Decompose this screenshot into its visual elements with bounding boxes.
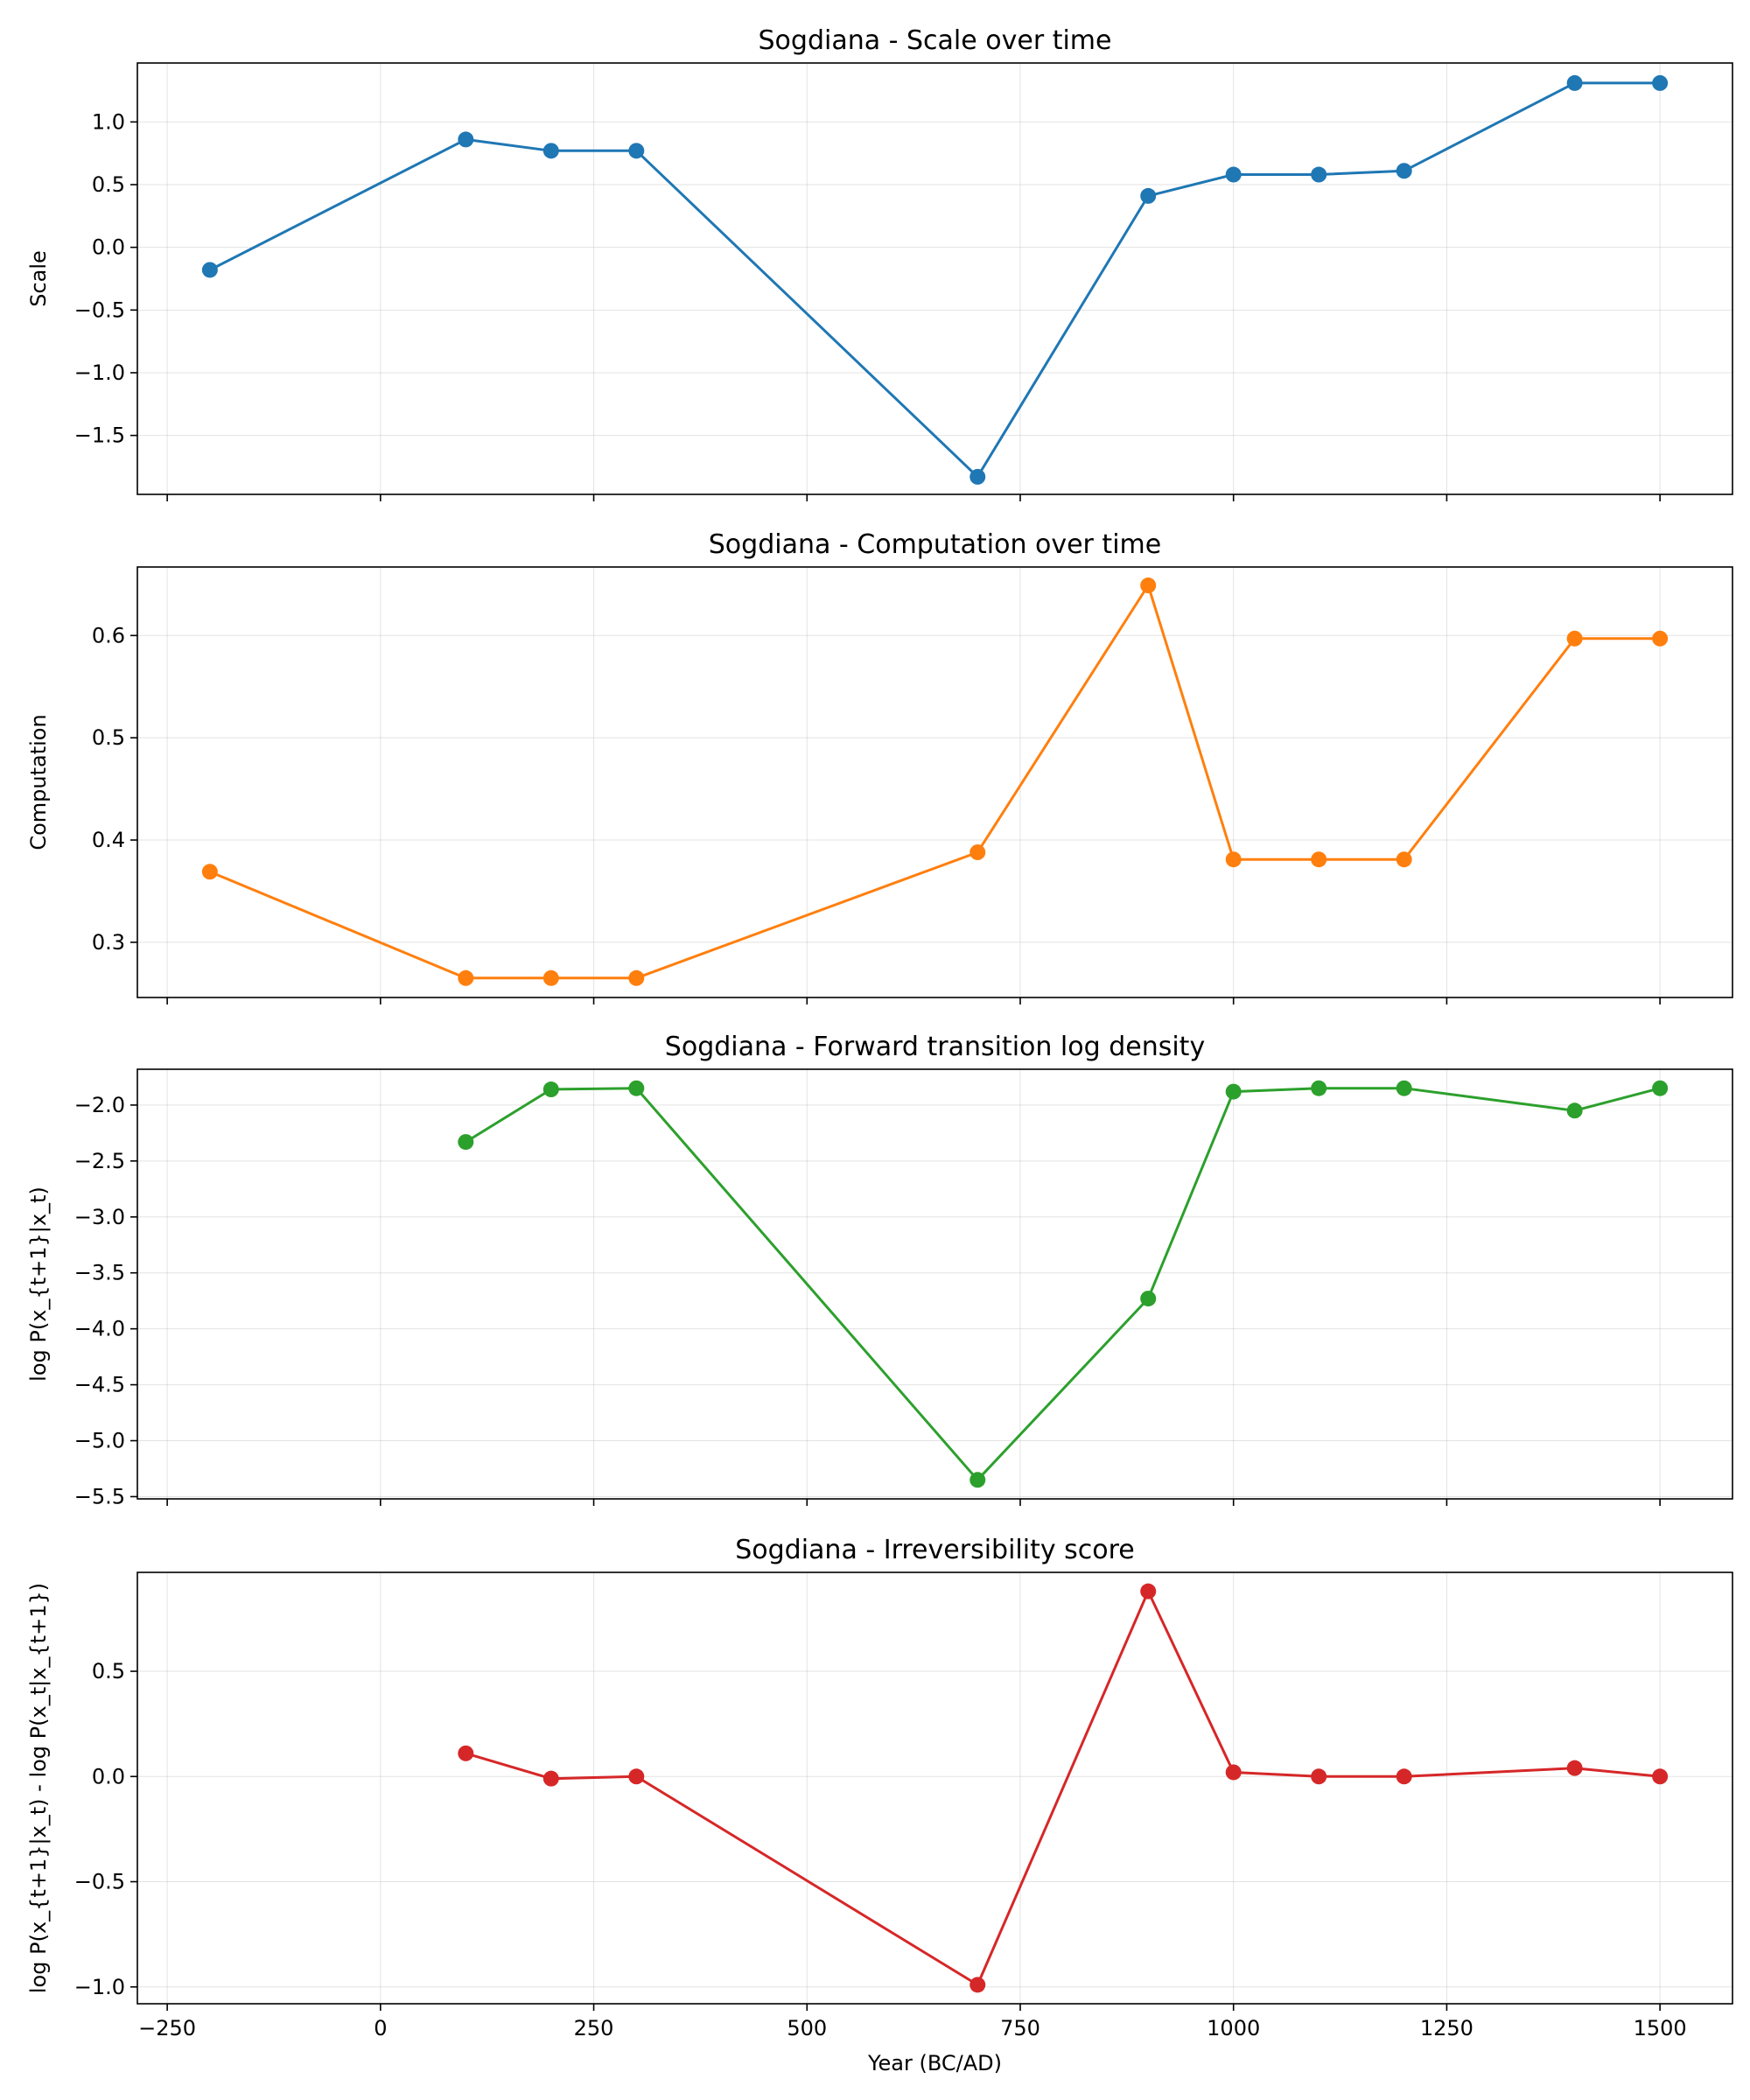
data-point [1140,187,1157,204]
data-point [1396,851,1412,868]
y-tick-label: −0.5 [74,298,125,322]
data-point [542,970,559,986]
data-point [1652,1080,1669,1096]
plot-frame [136,1068,1733,1500]
y-axis-label: log P(x_{t+1}|x_t) - log P(x_t|x_{t+1}) [26,1583,51,1993]
y-tick-label: −5.5 [74,1484,125,1508]
data-point [1311,851,1327,868]
data-point [1396,1768,1412,1785]
y-tick-label: 0.4 [92,828,125,852]
y-tick-label: −1.0 [74,1975,125,1999]
data-point [628,1768,645,1785]
y-tick-label: −0.5 [74,1870,125,1894]
plot-frame [136,566,1733,998]
y-tick-label: −3.0 [74,1205,125,1229]
y-tick-label: 0.3 [92,930,125,955]
data-point [1225,1764,1242,1781]
data-point [1652,630,1669,647]
data-point [1225,851,1242,868]
panel-title: Sogdiana - Scale over time [759,25,1112,56]
data-point [1225,166,1242,183]
panel-title: Sogdiana - Computation over time [709,529,1161,560]
data-point [542,1770,559,1787]
y-tick-label: −4.5 [74,1373,125,1397]
series-line [465,1087,1661,1481]
series-line [209,584,1661,980]
y-tick-label: −1.5 [74,424,125,448]
y-tick-label: −4.0 [74,1317,125,1341]
data-point [970,1977,986,1993]
x-tick-label: 0 [374,2016,387,2040]
y-tick-label: −5.0 [74,1429,125,1453]
y-axis-label: log P(x_{t+1}|x_t) [26,1186,51,1382]
y-tick-label: 0.0 [92,235,125,260]
data-point [542,143,559,159]
data-point [970,1472,986,1488]
plot-frame [136,62,1733,495]
x-tick-label: 500 [787,2016,827,2040]
data-point [1311,1768,1327,1785]
panel-3: −2.0 −2.5 −3.0 −3.5 −4.0 −4.5 −5.0 −5.5 Sogdiana… [26,1032,1733,1508]
plot-frame [136,1572,1733,2005]
data-point [1140,1291,1157,1307]
y-tick-label: −3.5 [74,1261,125,1285]
data-point [1225,1083,1242,1100]
data-point [458,131,474,148]
data-point [1396,163,1412,179]
panel-title: Sogdiana - Forward transition log densit… [665,1032,1205,1062]
data-point [1311,166,1327,183]
data-point [1396,1080,1412,1096]
panel-1: 1.0 0.5 0.0 −0.5 −1.0 −1.5 Sogdiana - Scale ov… [26,25,1733,501]
y-tick-label: 0.5 [92,172,125,197]
data-point [1566,74,1583,91]
y-tick-label: −2.0 [74,1093,125,1117]
y-tick-label: −2.5 [74,1149,125,1173]
data-point [1311,1080,1327,1096]
data-point [1140,1583,1157,1600]
x-tick-label: 750 [1000,2016,1040,2040]
x-tick-label: 1250 [1420,2016,1474,2040]
y-tick-label: 0.5 [92,1659,125,1684]
data-point [970,468,986,485]
data-point [1566,630,1583,647]
x-tick-label: −250 [138,2016,196,2040]
panel-title: Sogdiana - Irreversibility score [735,1535,1135,1565]
y-axis-label: Computation [26,714,51,850]
series-line [209,81,1661,479]
data-point [458,1745,474,1761]
data-point [458,1134,474,1151]
data-point [970,844,986,861]
y-axis-label: Scale [26,250,51,307]
series-line [465,1590,1661,1986]
panel-2: 0.6 0.5 0.4 0.3 Sogdiana - Computation over … [26,529,1733,1004]
data-point [1652,74,1669,91]
x-tick-label: 250 [574,2016,614,2040]
y-tick-label: 1.0 [92,109,125,134]
y-tick-label: 0.0 [92,1764,125,1788]
data-point [1566,1102,1583,1119]
y-tick-label: 0.6 [92,623,125,648]
x-axis-label: Year (BC/AD) [867,2051,1002,2076]
x-tick-label: 1500 [1634,2016,1687,2040]
data-point [201,864,218,880]
data-point [458,970,474,986]
panel-4: 0.5 0.0 −0.5 −1.0 −250 0 250 500 750 1000 1250 1500… [26,1535,1733,2076]
x-tick-label: 1000 [1207,2016,1260,2040]
data-point [201,262,218,278]
data-point [1652,1768,1669,1785]
data-point [1140,578,1157,594]
y-tick-label: 0.5 [92,725,125,750]
data-point [1566,1760,1583,1776]
data-point [628,970,645,986]
data-point [628,1080,645,1096]
data-point [628,143,645,159]
y-tick-label: −1.0 [74,360,125,385]
data-point [542,1082,559,1098]
